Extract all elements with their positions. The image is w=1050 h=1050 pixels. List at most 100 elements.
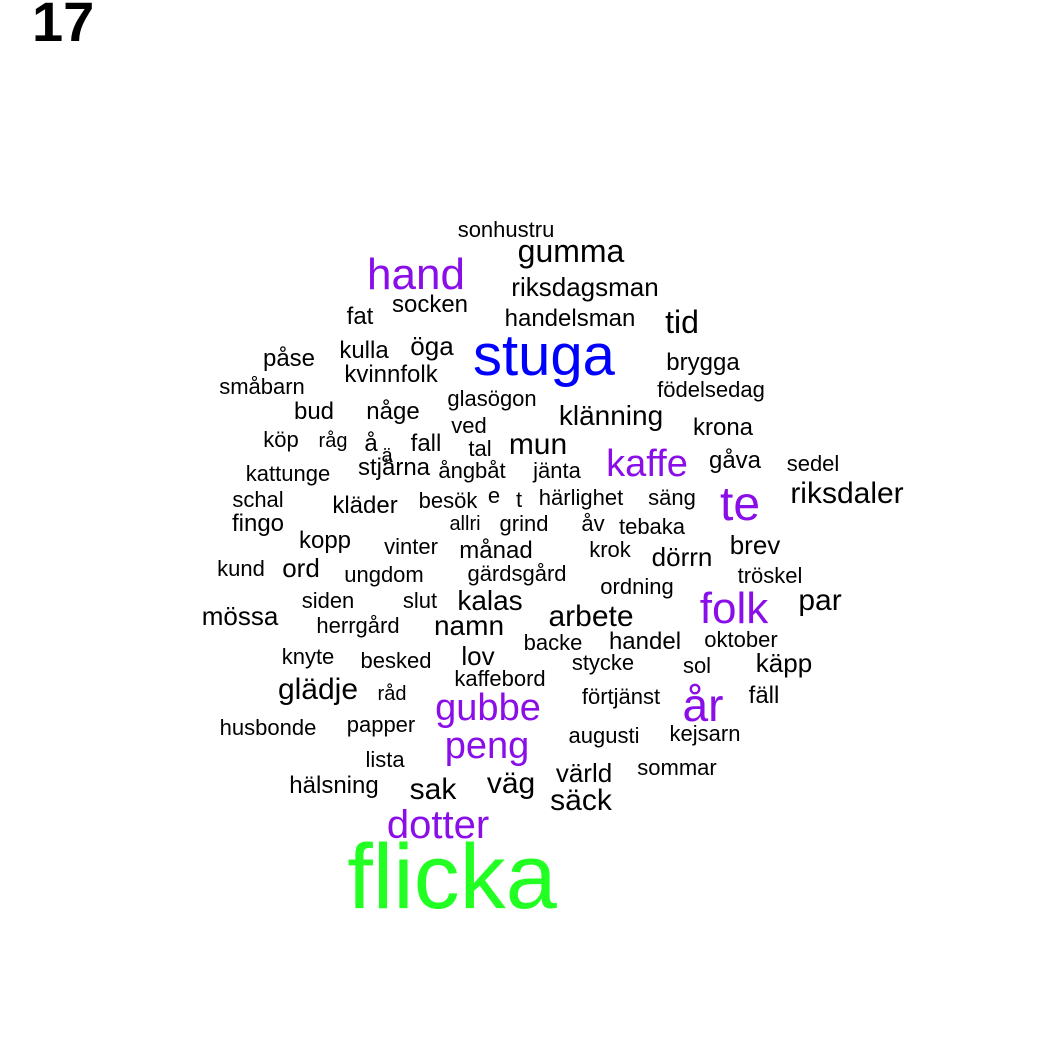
cloud-word: krok: [589, 537, 631, 562]
cloud-word: tid: [665, 304, 699, 340]
cloud-word: kejsarn: [669, 721, 741, 746]
cloud-word: kvinnfolk: [344, 361, 438, 388]
cloud-word: sak: [409, 773, 457, 806]
cloud-word: tal: [468, 436, 492, 461]
panel-label: 17: [32, 0, 95, 53]
cloud-word: lista: [365, 747, 405, 772]
cloud-word: råd: [377, 683, 407, 705]
cloud-word: tebaka: [618, 514, 686, 539]
cloud-word: besked: [360, 648, 432, 673]
cloud-word: riksdaler: [790, 477, 904, 510]
cloud-word: t: [515, 487, 523, 512]
cloud-word: kalas: [457, 585, 523, 616]
cloud-word: värld: [555, 758, 613, 788]
cloud-word: tröskel: [737, 563, 803, 588]
cloud-word: fäll: [748, 682, 780, 709]
cloud-word: månad: [459, 537, 533, 564]
cloud-word: ångbåt: [438, 458, 506, 483]
cloud-word: kaffebord: [454, 666, 546, 691]
cloud-word: väg: [486, 767, 536, 800]
cloud-word: par: [798, 584, 842, 617]
cloud-word: socken: [391, 291, 469, 318]
cloud-word: ordning: [600, 574, 674, 599]
cloud-word: kläder: [332, 492, 398, 519]
cloud-word: e: [487, 483, 501, 508]
cloud-word: herrgård: [316, 613, 400, 638]
cloud-word: öga: [410, 331, 454, 361]
cloud-word: säck: [550, 784, 612, 817]
cloud-word: dörrn: [651, 542, 713, 572]
cloud-word: flicka: [347, 826, 557, 928]
cloud-word: ä: [381, 445, 393, 467]
cloud-word: handel: [608, 628, 682, 655]
cloud-word: handelsman: [504, 305, 636, 332]
cloud-word: knyte: [281, 644, 335, 669]
cloud-word: papper: [346, 712, 416, 737]
cloud-word: peng: [444, 725, 530, 767]
cloud-word: säng: [648, 485, 696, 510]
cloud-word: fall: [410, 430, 442, 457]
cloud-word: riksdagsman: [511, 272, 659, 302]
cloud-word: gumma: [517, 233, 625, 269]
cloud-word: glasögon: [447, 386, 537, 411]
cloud-word: ungdom: [344, 562, 424, 587]
cloud-word: påse: [262, 345, 316, 372]
cloud-word: folk: [699, 584, 769, 633]
cloud-word: fingo: [231, 510, 285, 537]
cloud-word: stycke: [571, 650, 635, 675]
cloud-word: arbete: [548, 600, 634, 633]
cloud-word: mössa: [201, 601, 279, 631]
cloud-word: kaffe: [606, 443, 688, 485]
cloud-word: namn: [433, 610, 505, 641]
cloud-word: besök: [418, 488, 478, 513]
cloud-word: gåva: [708, 447, 762, 474]
cloud-word: sol: [682, 653, 712, 678]
cloud-word: gubbe: [435, 687, 541, 729]
cloud-word: hand: [367, 250, 465, 299]
cloud-word: vinter: [384, 534, 438, 559]
cloud-word: brev: [729, 530, 781, 560]
cloud-word: backe: [523, 630, 583, 655]
cloud-word: ord: [282, 553, 320, 583]
cloud-word: husbonde: [219, 715, 317, 740]
cloud-word: hälsning: [289, 772, 379, 799]
cloud-word: lov: [461, 641, 495, 671]
cloud-word: å: [364, 430, 378, 457]
cloud-word: schal: [232, 487, 284, 512]
cloud-word: käpp: [755, 648, 813, 678]
cloud-word: mun: [508, 428, 568, 461]
cloud-word: sonhustru: [457, 217, 555, 242]
cloud-word: födelsedag: [657, 377, 765, 402]
cloud-word: kulla: [339, 337, 389, 364]
cloud-word: fat: [346, 303, 374, 330]
cloud-word: slut: [402, 588, 438, 613]
cloud-word: bud: [293, 398, 335, 425]
cloud-word: småbarn: [219, 374, 305, 399]
cloud-word: stuga: [473, 323, 615, 388]
cloud-word: allri: [449, 513, 481, 535]
cloud-word: siden: [301, 588, 355, 613]
cloud-word: glädje: [277, 673, 359, 706]
cloud-word: åv: [581, 511, 605, 536]
cloud-word: te: [719, 478, 761, 531]
cloud-word: förtjänst: [581, 684, 661, 709]
cloud-word: sedel: [786, 451, 840, 476]
cloud-word: kattunge: [245, 461, 331, 486]
cloud-word: sommar: [637, 755, 717, 780]
cloud-word: klänning: [558, 400, 664, 431]
cloud-word: augusti: [568, 723, 640, 748]
cloud-word: år: [682, 679, 724, 731]
cloud-word: någe: [366, 398, 420, 425]
cloud-word: köp: [263, 427, 299, 452]
cloud-word: kopp: [298, 527, 352, 554]
cloud-word: härlighet: [538, 485, 624, 510]
cloud-word: råg: [318, 430, 348, 452]
cloud-word: dotter: [386, 803, 490, 847]
cloud-word: jänta: [533, 458, 581, 483]
cloud-word: ved: [451, 413, 487, 438]
cloud-word: grind: [499, 511, 549, 536]
cloud-word: gärdsgård: [467, 561, 567, 586]
cloud-word: krona: [692, 414, 754, 441]
cloud-word: brygga: [666, 349, 740, 376]
